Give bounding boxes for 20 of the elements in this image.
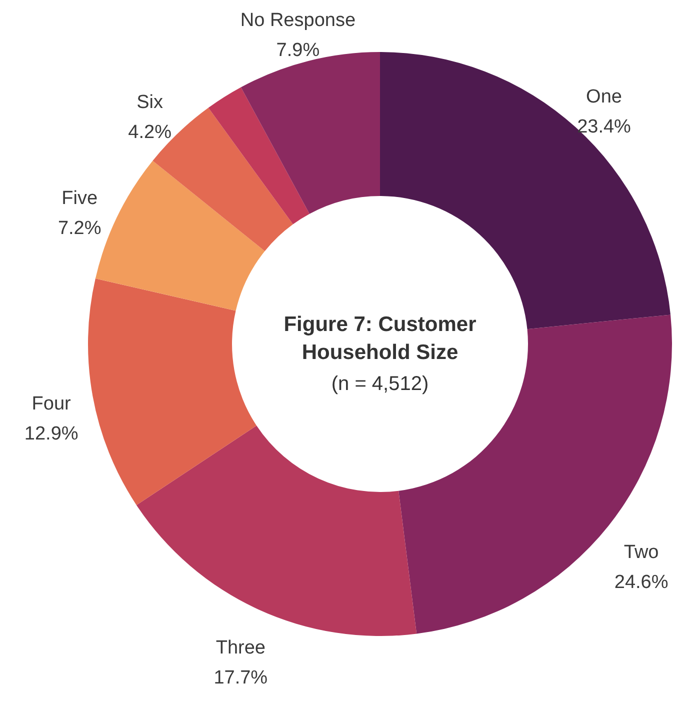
- data-label: 24.6%: [614, 572, 668, 594]
- slice-label: Five: [62, 188, 98, 210]
- data-label: 7.2%: [58, 218, 102, 240]
- slice-label: One: [586, 86, 622, 108]
- slice-label: Three: [216, 638, 266, 659]
- data-label: 4.2%: [128, 122, 172, 143]
- slice-label: Four: [32, 393, 72, 414]
- data-label: 23.4%: [577, 116, 632, 138]
- donut-slice: [136, 426, 417, 636]
- donut-slice: [208, 87, 310, 224]
- data-label: 7.9%: [276, 40, 320, 62]
- text: Figure 7: Customer Household Size: [284, 313, 476, 364]
- donut-slice: [88, 278, 257, 506]
- donut-slice: [380, 52, 671, 330]
- slice-label: Two: [624, 542, 659, 564]
- slice-label: No Response: [240, 10, 356, 32]
- data-label: 12.9%: [24, 423, 78, 444]
- slice-label: Six: [136, 92, 164, 113]
- text: (n = 4,512): [331, 373, 429, 395]
- data-label: 17.7%: [214, 668, 268, 689]
